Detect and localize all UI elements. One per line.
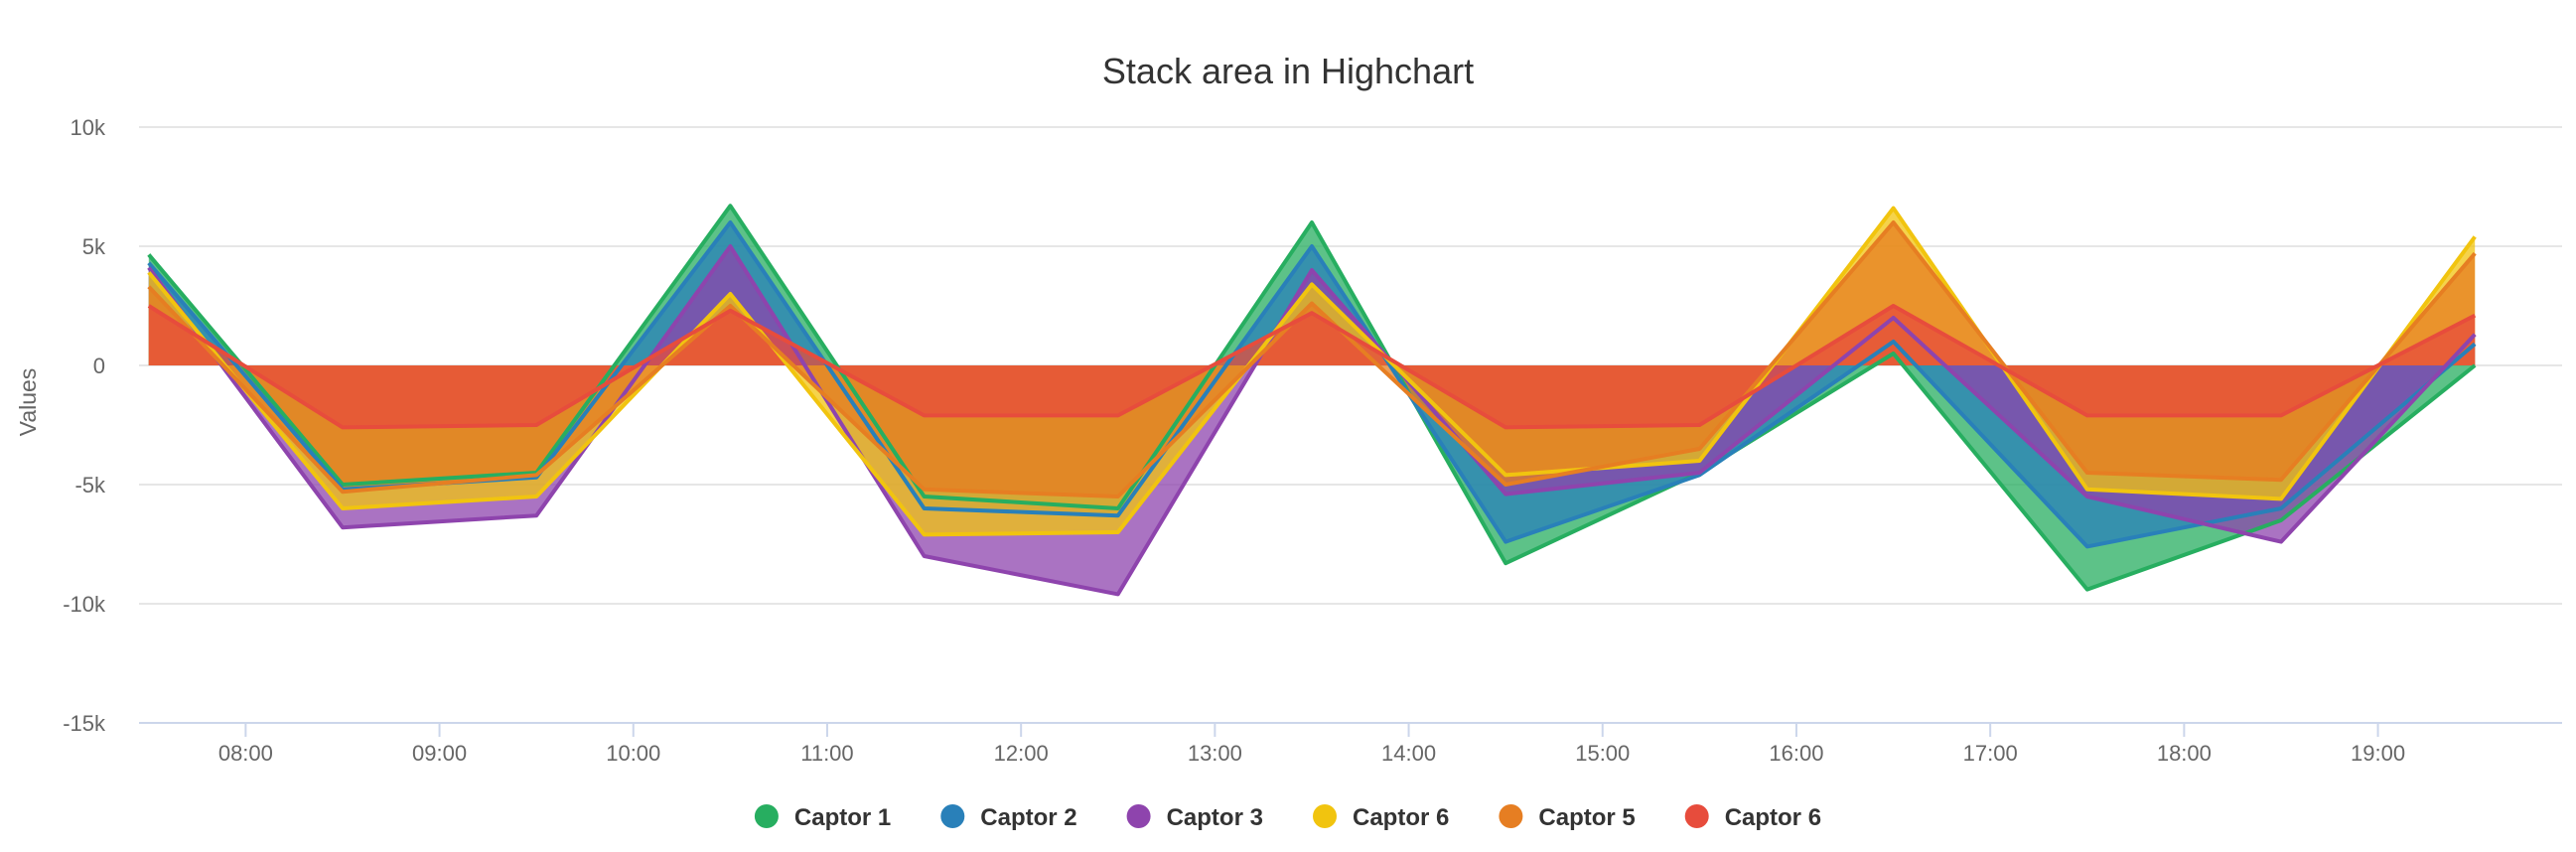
x-tick-label: 12:00 bbox=[994, 741, 1049, 766]
axes: 10k 5k 0 -5k -10k -15k 08:00 09:00 10:00 11:00 12:… bbox=[63, 115, 2562, 766]
y-axis-title: Values bbox=[15, 368, 41, 437]
legend-label: Captor 1 bbox=[794, 804, 891, 831]
series-line-6 bbox=[147, 304, 2477, 430]
legend-label: Captor 3 bbox=[1167, 804, 1263, 831]
legend-symbol bbox=[1313, 804, 1337, 828]
x-tick-label: 17:00 bbox=[1963, 741, 2018, 766]
legend-symbol bbox=[1126, 804, 1151, 828]
y-tick-label: 10k bbox=[71, 115, 106, 140]
legend-item-5[interactable]: Captor 5 bbox=[1499, 804, 1636, 831]
legend-symbol bbox=[940, 804, 965, 828]
x-tick-label: 19:00 bbox=[2351, 741, 2405, 766]
series-line-4 bbox=[147, 206, 2477, 537]
x-tick-label: 08:00 bbox=[218, 741, 273, 766]
x-tick-label: 16:00 bbox=[1769, 741, 1823, 766]
legend-item-4[interactable]: Captor 6 bbox=[1313, 804, 1449, 831]
legend-symbol bbox=[754, 804, 779, 828]
series-line-2 bbox=[147, 220, 2477, 549]
series-lines bbox=[147, 204, 2477, 597]
legend-item-2[interactable]: Captor 2 bbox=[940, 804, 1077, 831]
series-line-5 bbox=[147, 220, 2477, 498]
y-tick-label: -10k bbox=[63, 592, 106, 617]
series-line-3 bbox=[147, 244, 2477, 597]
legend-label: Captor 6 bbox=[1725, 804, 1821, 831]
legend-label: Captor 6 bbox=[1353, 804, 1449, 831]
legend-item-6[interactable]: Captor 6 bbox=[1684, 804, 1821, 831]
legend-item-1[interactable]: Captor 1 bbox=[754, 804, 891, 831]
y-tick-label: -5k bbox=[74, 473, 106, 497]
x-tick-label: 09:00 bbox=[412, 741, 467, 766]
legend-symbol bbox=[1499, 804, 1523, 828]
chart-title: Stack area in Highchart bbox=[1102, 51, 1474, 91]
legend-item-3[interactable]: Captor 3 bbox=[1126, 804, 1263, 831]
y-tick-label: 5k bbox=[82, 234, 106, 259]
legend-label: Captor 2 bbox=[980, 804, 1076, 831]
x-tick-label: 14:00 bbox=[1381, 741, 1436, 766]
x-tick-label: 10:00 bbox=[606, 741, 660, 766]
legend-label: Captor 5 bbox=[1538, 804, 1635, 831]
x-tick-label: 11:00 bbox=[800, 741, 853, 766]
x-tick-label: 13:00 bbox=[1188, 741, 1242, 766]
y-tick-label: -15k bbox=[63, 711, 106, 736]
x-tick-label: 18:00 bbox=[2157, 741, 2212, 766]
legend-symbol bbox=[1684, 804, 1709, 828]
legend: Captor 1 Captor 2 Captor 3 Captor 6 Captor 5… bbox=[754, 804, 1821, 831]
y-tick-label: 0 bbox=[93, 354, 105, 378]
series-areas bbox=[148, 206, 2476, 595]
x-tick-label: 15:00 bbox=[1575, 741, 1630, 766]
series-area-6 bbox=[148, 306, 2476, 428]
